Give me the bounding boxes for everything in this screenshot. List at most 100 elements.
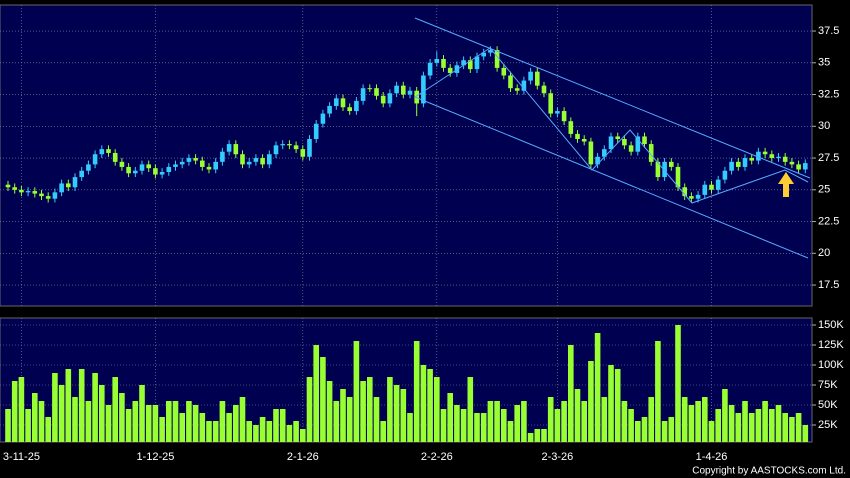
candle-body — [5, 184, 11, 188]
candle-body — [173, 164, 178, 167]
y-tick-label: 37.5 — [818, 25, 839, 37]
candle-body — [280, 144, 285, 146]
volume-bar — [78, 369, 85, 442]
candle-body — [488, 50, 493, 53]
candle-body — [561, 111, 567, 122]
candle-body — [394, 85, 399, 94]
candle-body — [622, 138, 627, 146]
volume-bar — [440, 409, 447, 442]
candle-body — [360, 88, 366, 101]
volume-bar — [32, 393, 38, 442]
candle-body — [146, 164, 151, 169]
volume-bar — [480, 413, 487, 442]
volume-bar — [407, 413, 413, 442]
candle-body — [689, 196, 694, 199]
candle-body — [179, 161, 185, 165]
volume-bar — [588, 361, 594, 442]
candle-body — [501, 67, 507, 76]
volume-bar — [681, 397, 688, 442]
volume-bar — [594, 333, 601, 442]
volume-bar — [413, 341, 420, 442]
candle-body — [602, 149, 607, 157]
candle-body — [461, 60, 466, 66]
candle-body — [742, 158, 748, 167]
volume-bar — [266, 421, 273, 442]
volume-bar — [172, 401, 179, 442]
candle-body — [126, 166, 131, 174]
candle-body — [494, 50, 500, 68]
candle-body — [548, 93, 553, 114]
candle-body — [648, 144, 654, 162]
y-tick-label: 30 — [818, 120, 830, 132]
volume-bar — [259, 417, 266, 442]
volume-bar — [702, 397, 708, 442]
candle-body — [72, 177, 78, 188]
volume-bar — [467, 377, 474, 442]
candle-body — [675, 166, 681, 188]
volume-bar — [420, 365, 427, 442]
candle-body — [662, 161, 667, 178]
volume-bar — [293, 421, 299, 442]
volume-bar — [18, 377, 25, 442]
candle-body — [340, 98, 346, 108]
volume-bar — [547, 397, 554, 442]
volume-bar — [574, 389, 581, 442]
volume-bar — [72, 397, 78, 442]
candle-body — [367, 88, 373, 90]
volume-bar — [253, 425, 259, 442]
volume-bar — [145, 405, 152, 442]
candle-body — [555, 111, 560, 114]
candle-body — [99, 149, 105, 155]
volume-bar — [795, 413, 802, 442]
volume-bar — [521, 401, 527, 442]
volume-bar — [38, 401, 45, 442]
candle-body — [541, 85, 547, 94]
volume-bar — [132, 401, 139, 442]
volume-bar — [434, 377, 440, 442]
candle-body — [354, 100, 359, 112]
volume-bar — [306, 377, 313, 442]
volume-bar — [92, 373, 98, 442]
y-tick-label: 75K — [818, 379, 838, 391]
candle-body — [213, 161, 218, 170]
volume-bar — [487, 401, 494, 442]
volume-bar — [427, 369, 433, 442]
candle-body — [307, 138, 312, 157]
candle-body — [782, 156, 788, 162]
candle-body — [25, 191, 31, 193]
candle-body — [246, 161, 252, 165]
y-tick-label: 125K — [818, 339, 844, 351]
candle-body — [642, 136, 647, 145]
volume-bar — [25, 409, 31, 442]
volume-bar — [748, 413, 755, 442]
candle-body — [226, 144, 232, 152]
candle-body — [635, 136, 641, 152]
price-panel — [0, 4, 813, 307]
candle-body — [521, 80, 527, 91]
volume-bar — [246, 421, 252, 442]
volume-bar — [628, 409, 634, 442]
volume-bar — [688, 405, 695, 442]
candle-body — [327, 105, 332, 114]
candle-body — [374, 88, 379, 96]
volume-bar — [554, 409, 561, 442]
y-tick-label: 35 — [818, 57, 830, 69]
volume-bar — [346, 397, 353, 442]
volume-bar — [755, 409, 762, 442]
volume-bar — [226, 413, 232, 442]
volume-bar — [219, 401, 226, 442]
volume-bar — [762, 401, 768, 442]
x-tick-label: 2-1-26 — [287, 451, 319, 463]
volume-bar — [601, 397, 608, 442]
volume-bar — [635, 421, 641, 442]
candle-body — [260, 158, 265, 165]
volume-bar — [648, 397, 654, 442]
y-tick-label: 50K — [818, 399, 838, 411]
volume-bar — [789, 417, 795, 442]
candle-body — [655, 161, 661, 178]
candle-body — [468, 60, 473, 70]
channel-lower — [414, 96, 809, 259]
candle-body — [39, 193, 44, 197]
candle-body — [481, 52, 486, 57]
candle-body — [709, 184, 714, 190]
